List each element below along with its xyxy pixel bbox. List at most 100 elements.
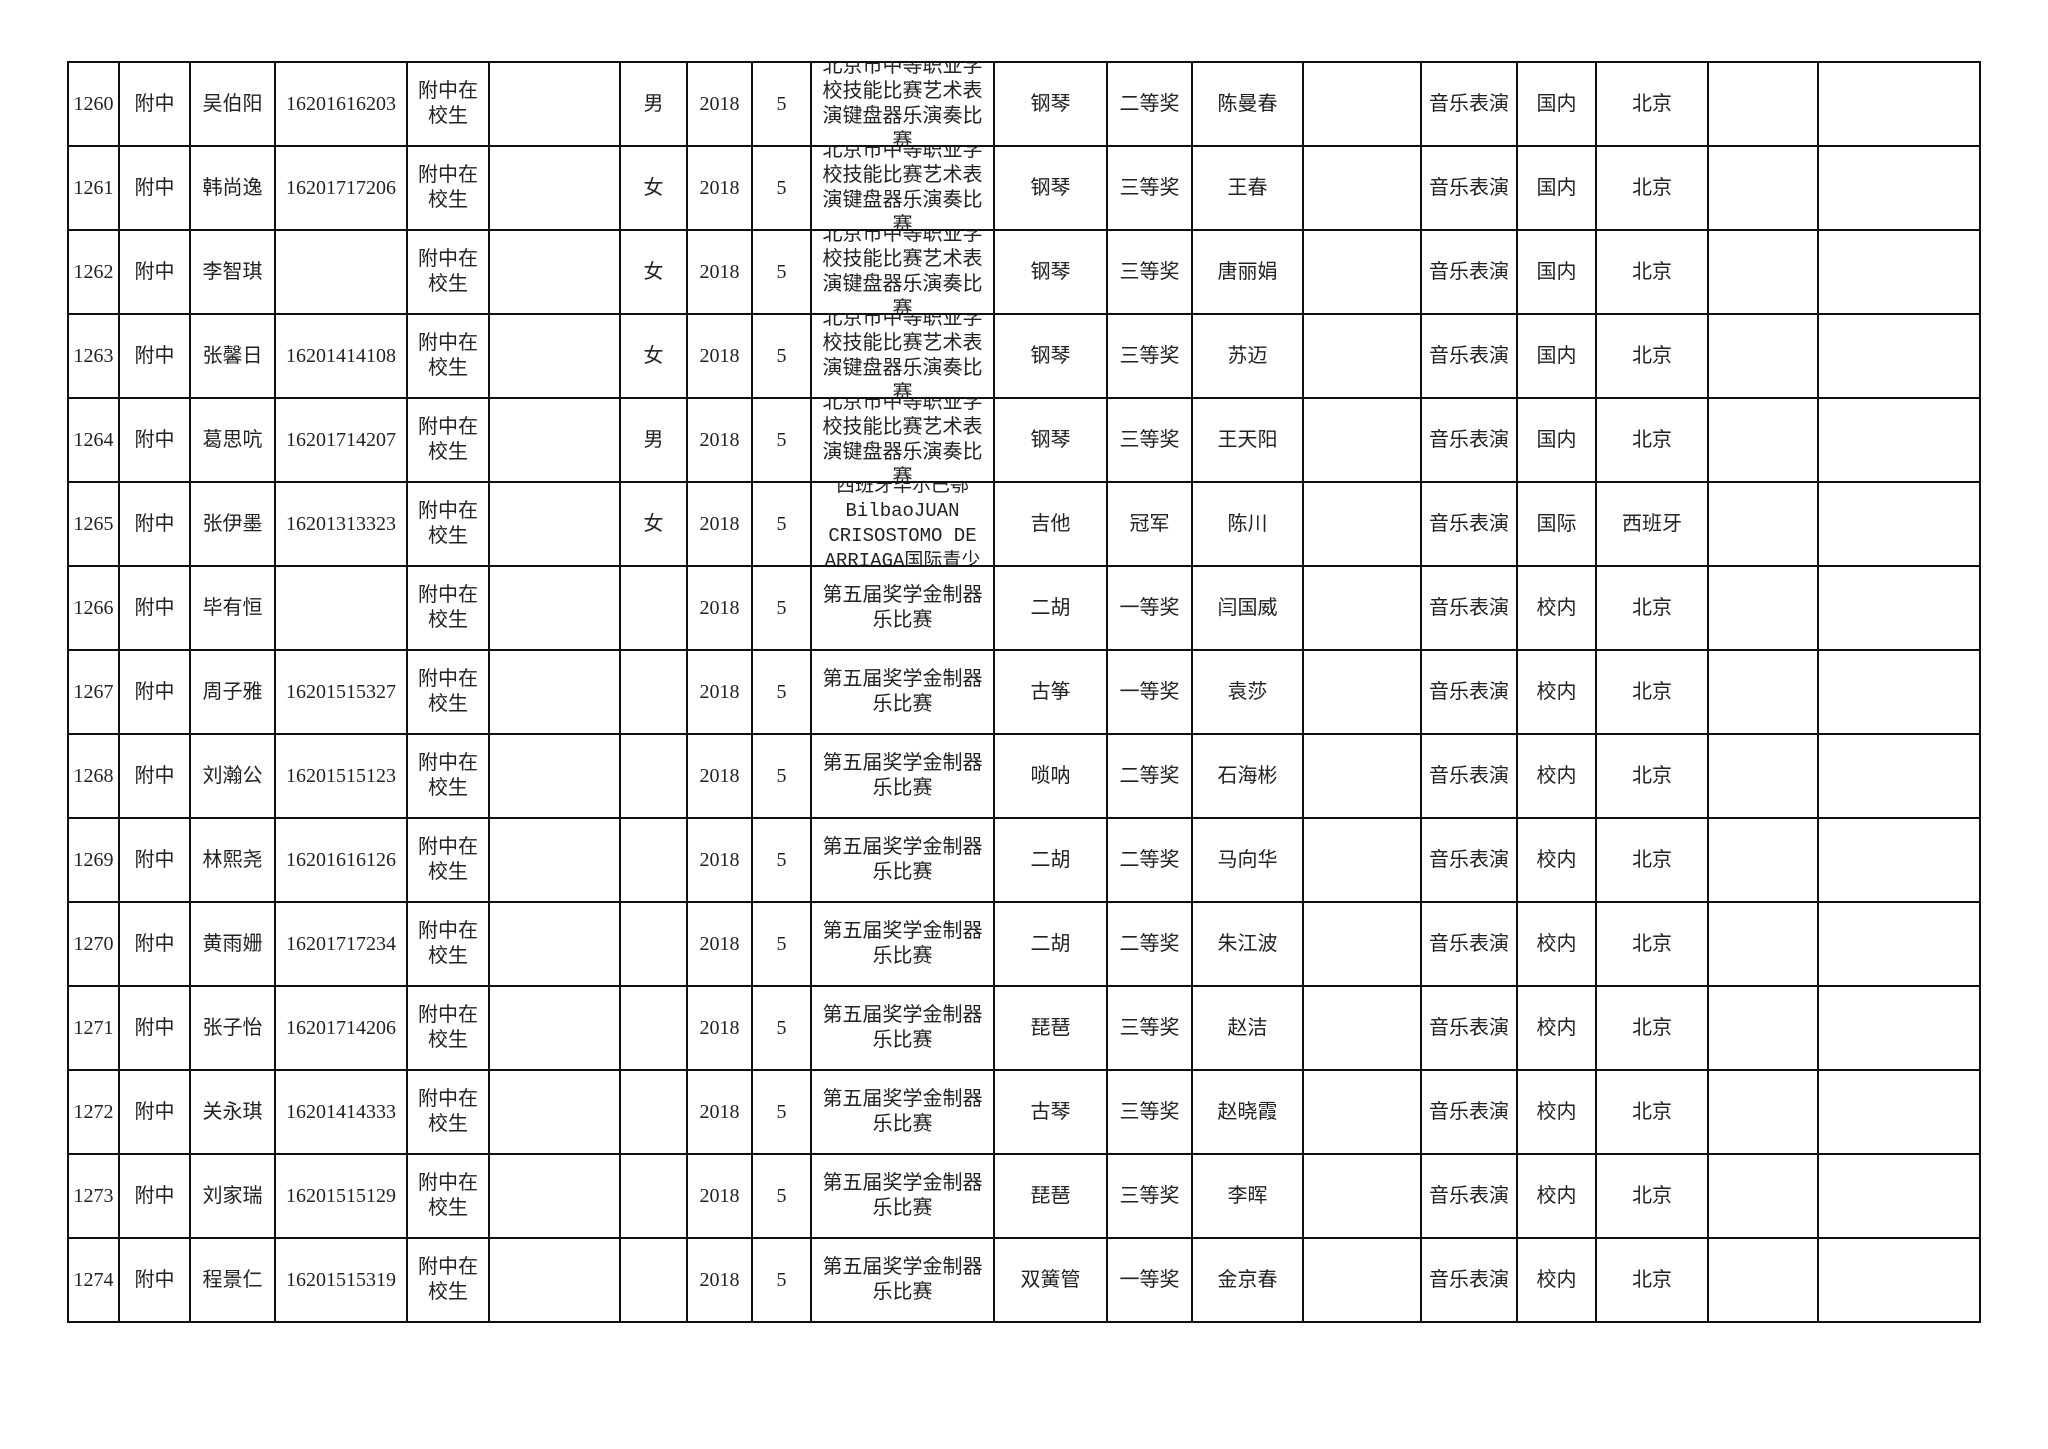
gender-cell [619, 649, 688, 735]
competition-name: 北京市中等职业学校技能比赛艺术表演键盘器乐演奏比赛 [822, 315, 983, 397]
student-id-cell [274, 565, 408, 651]
year: 2018 [699, 176, 740, 199]
discipline-cell: 音乐表演 [1420, 145, 1518, 231]
award-cell: 三等奖 [1106, 1153, 1193, 1239]
scope-cell: 国内 [1516, 145, 1597, 231]
competition-name: 北京市中等职业学校技能比赛艺术表演键盘器乐演奏比赛 [822, 399, 983, 481]
discipline: 音乐表演 [1429, 680, 1509, 703]
blank-col-cell [1707, 733, 1819, 819]
competition-name-cell: 北京市中等职业学校技能比赛艺术表演键盘器乐演奏比赛 [810, 229, 995, 315]
department-cell: 附中 [118, 229, 191, 315]
blank-col-cell [1302, 61, 1422, 147]
row-number-cell: 1266 [67, 565, 120, 651]
gender: 女 [643, 512, 664, 535]
student-name-cell: 李智琪 [189, 229, 276, 315]
instructor: 朱江波 [1217, 932, 1278, 955]
year-cell: 2018 [686, 1237, 753, 1323]
student-id: 16201414333 [286, 1100, 396, 1123]
discipline: 音乐表演 [1429, 848, 1509, 871]
blank-col-cell [1302, 901, 1422, 987]
blank-col-cell [1707, 565, 1819, 651]
blank-col-cell [1817, 313, 1981, 399]
month: 5 [776, 344, 787, 367]
instrument-cell: 钢琴 [993, 397, 1108, 483]
instructor: 袁莎 [1227, 680, 1268, 703]
department: 附中 [134, 260, 175, 283]
department: 附中 [134, 1268, 175, 1291]
blank-col-cell [1302, 817, 1422, 903]
discipline: 音乐表演 [1429, 932, 1509, 955]
blank-col-cell [488, 61, 621, 147]
instrument: 二胡 [1030, 848, 1071, 871]
location-cell: 北京 [1595, 145, 1709, 231]
month-cell: 5 [751, 817, 812, 903]
student-name-cell: 周子雅 [189, 649, 276, 735]
discipline: 音乐表演 [1429, 428, 1509, 451]
award-cell: 三等奖 [1106, 229, 1193, 315]
discipline-cell: 音乐表演 [1420, 397, 1518, 483]
instrument-cell: 钢琴 [993, 145, 1108, 231]
year-cell: 2018 [686, 229, 753, 315]
gender-cell [619, 1153, 688, 1239]
table-row: 1273 附中 刘家瑞 16201515129 附中在校生 2018 5 第五届奖学金制器乐比… [67, 1153, 1981, 1239]
student-status-cell: 附中在校生 [406, 901, 490, 987]
award: 一等奖 [1119, 596, 1180, 619]
instructor-cell: 赵晓霞 [1191, 1069, 1304, 1155]
department-cell: 附中 [118, 481, 191, 567]
award: 三等奖 [1119, 1184, 1180, 1207]
instrument-cell: 琵琶 [993, 985, 1108, 1071]
table-row: 1260 附中 吴伯阳 16201616203 附中在校生 男 2018 5 北京市中等职业学校… [67, 61, 1981, 147]
row-number: 1270 [73, 932, 114, 955]
award: 三等奖 [1119, 344, 1180, 367]
competition-name: 第五届奖学金制器乐比赛 [822, 668, 983, 715]
blank-col-cell [1302, 1153, 1422, 1239]
instrument-cell: 唢呐 [993, 733, 1108, 819]
month: 5 [776, 848, 787, 871]
award: 一等奖 [1119, 1268, 1180, 1291]
department: 附中 [134, 92, 175, 115]
student-id: 16201717206 [286, 176, 396, 199]
department: 附中 [134, 344, 175, 367]
award: 三等奖 [1119, 1016, 1180, 1039]
month-cell: 5 [751, 313, 812, 399]
discipline: 音乐表演 [1429, 764, 1509, 787]
instructor-cell: 金京春 [1191, 1237, 1304, 1323]
year-cell: 2018 [686, 397, 753, 483]
location-cell: 北京 [1595, 817, 1709, 903]
student-name-cell: 林熙尧 [189, 817, 276, 903]
gender-cell: 女 [619, 229, 688, 315]
blank-col-cell [1817, 1069, 1981, 1155]
student-name: 张子怡 [202, 1016, 263, 1039]
award-cell: 二等奖 [1106, 61, 1193, 147]
location: 北京 [1632, 680, 1672, 703]
blank-col-cell [488, 817, 621, 903]
student-id: 16201515123 [286, 764, 396, 787]
blank-col-cell [488, 1153, 621, 1239]
location: 北京 [1632, 92, 1672, 115]
instrument: 古琴 [1030, 1100, 1071, 1123]
instructor: 马向华 [1217, 848, 1278, 871]
blank-col-cell [1817, 1237, 1981, 1323]
student-id: 16201616126 [286, 848, 396, 871]
scope: 校内 [1536, 1268, 1577, 1291]
month-cell: 5 [751, 985, 812, 1071]
student-status-cell: 附中在校生 [406, 1069, 490, 1155]
student-name: 黄雨姗 [202, 932, 263, 955]
gender-cell [619, 1237, 688, 1323]
year: 2018 [699, 1268, 740, 1291]
blank-col-cell [1707, 649, 1819, 735]
year: 2018 [699, 932, 740, 955]
discipline-cell: 音乐表演 [1420, 1069, 1518, 1155]
department-cell: 附中 [118, 1069, 191, 1155]
competition-name: 第五届奖学金制器乐比赛 [822, 1004, 983, 1051]
row-number: 1274 [73, 1268, 114, 1291]
row-number-cell: 1268 [67, 733, 120, 819]
instrument: 琵琶 [1030, 1184, 1071, 1207]
student-status: 附中在校生 [418, 1004, 478, 1051]
location: 北京 [1632, 428, 1672, 451]
award: 三等奖 [1119, 176, 1180, 199]
table-row: 1274 附中 程景仁 16201515319 附中在校生 2018 5 第五届奖学金制器乐比… [67, 1237, 1981, 1323]
blank-col-cell [1707, 145, 1819, 231]
instructor-cell: 袁莎 [1191, 649, 1304, 735]
competition-name-cell: 第五届奖学金制器乐比赛 [810, 901, 995, 987]
